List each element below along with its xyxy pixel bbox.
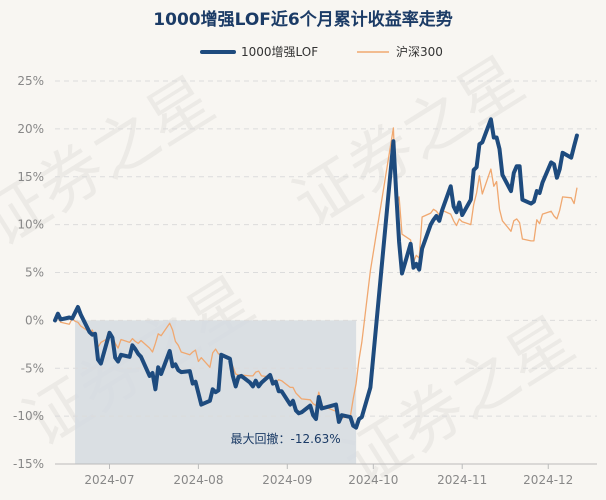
y-tick-label: -10% <box>13 409 44 423</box>
x-tick-label: 2024-12 <box>523 473 573 487</box>
series-line-benchmark <box>54 127 578 419</box>
chart-title: 1000增强LOF近6个月累计收益率走势 <box>153 9 452 30</box>
y-tick-label: 0% <box>25 313 44 327</box>
y-tick-label: 15% <box>17 170 44 184</box>
y-tick-label: 5% <box>25 266 44 280</box>
x-tick-label: 2024-10 <box>348 473 398 487</box>
x-axis: 2024-07 2024-08 2024-09 2024-10 2024-11 2024-… <box>84 464 573 487</box>
y-tick-label: -15% <box>13 457 44 471</box>
y-tick-label: -5% <box>21 361 44 375</box>
series-line-fund <box>53 117 579 430</box>
watermark-text: 证券之星 <box>0 63 227 261</box>
x-tick-label: 2024-08 <box>173 473 223 487</box>
legend-label-benchmark: 沪深300 <box>396 45 443 59</box>
x-tick-label: 2024-11 <box>437 473 487 487</box>
max-drawdown-label: 最大回撤：-12.63% <box>231 431 341 446</box>
x-tick-label: 2024-07 <box>84 473 134 487</box>
y-tick-label: 10% <box>17 218 44 232</box>
y-tick-label: 20% <box>17 122 44 136</box>
legend: 1000增强LOF 沪深300 <box>200 45 443 59</box>
series-group <box>53 117 579 430</box>
y-axis: 25% 20% 15% 10% 5% 0% -5% -10% -15% <box>13 74 44 471</box>
watermark-text: 证券之星 <box>331 303 587 500</box>
x-tick-label: 2024-09 <box>262 473 312 487</box>
legend-label-fund: 1000增强LOF <box>241 45 318 59</box>
y-tick-label: 25% <box>17 74 44 88</box>
